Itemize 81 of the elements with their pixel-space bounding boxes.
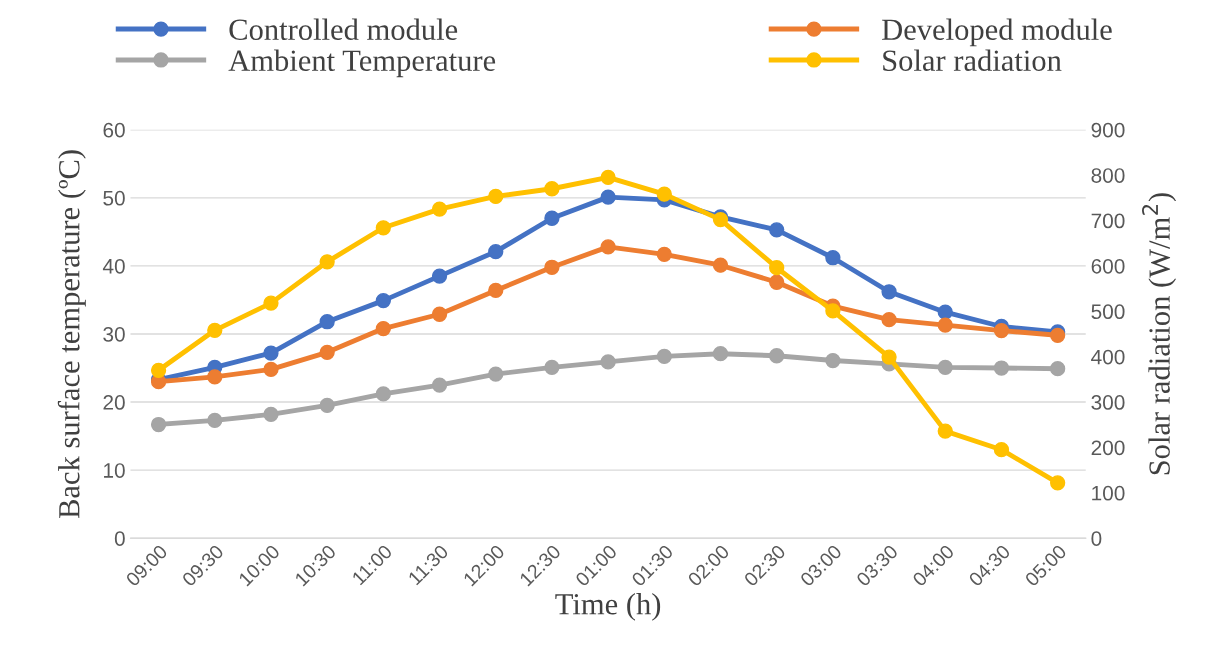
legend-label: Ambient Temperature <box>228 49 496 78</box>
y2-tick-label: 500 <box>1091 304 1125 320</box>
point <box>1050 475 1066 491</box>
y-tick-label: 50 <box>103 190 125 206</box>
point <box>544 181 560 197</box>
y2-tick-label: 600 <box>1091 258 1125 274</box>
point <box>375 320 391 337</box>
point <box>825 250 841 266</box>
point <box>600 169 616 186</box>
point <box>544 359 560 375</box>
y-tick-label: 0 <box>114 531 125 546</box>
point <box>263 361 279 378</box>
point <box>207 322 223 338</box>
point <box>431 268 448 284</box>
point <box>825 352 841 369</box>
point <box>825 303 841 319</box>
point <box>937 317 953 333</box>
point <box>207 369 223 385</box>
y-tick-label: 60 <box>103 122 125 138</box>
point <box>712 257 729 273</box>
point <box>319 314 335 330</box>
point <box>431 377 448 393</box>
point <box>150 362 167 378</box>
point <box>431 201 448 217</box>
point <box>488 282 504 299</box>
point <box>937 304 953 320</box>
point <box>769 260 785 276</box>
y-tick-label: 10 <box>104 463 125 478</box>
y2-tick-label: 900 <box>1091 122 1125 138</box>
point <box>263 295 279 311</box>
point <box>150 416 167 433</box>
y-tick-label: 30 <box>103 326 125 342</box>
point <box>769 348 785 364</box>
y2-tick-label: 100 <box>1092 485 1125 501</box>
point <box>544 259 560 275</box>
legend-label: Controlled module <box>229 18 458 41</box>
point <box>993 442 1010 458</box>
y2-tick-label: 700 <box>1091 213 1125 229</box>
point <box>375 220 391 236</box>
point <box>375 292 391 309</box>
point <box>600 354 616 370</box>
point <box>319 254 335 270</box>
x-axis-title: Time (h) <box>555 593 661 621</box>
point <box>881 312 897 328</box>
point <box>207 412 223 429</box>
point <box>263 345 279 361</box>
point <box>937 423 953 439</box>
point <box>375 386 391 402</box>
point <box>712 346 729 362</box>
point <box>263 406 279 422</box>
point <box>993 322 1010 339</box>
point <box>769 222 785 238</box>
point <box>1050 361 1066 377</box>
point <box>656 246 672 262</box>
y2-tick-label: 0 <box>1091 531 1102 546</box>
point <box>544 210 560 226</box>
point <box>488 188 504 205</box>
point <box>488 366 504 382</box>
y2-tick-label: 200 <box>1091 440 1125 456</box>
y-axis-title: Back surface temperature (ºC) <box>57 150 86 519</box>
y-tick-label: 40 <box>102 258 125 274</box>
point <box>319 344 335 360</box>
point <box>769 274 785 290</box>
legend-label: Solar radiation <box>883 49 1062 71</box>
legend-label: Developed module <box>882 18 1112 47</box>
y2-tick-label: 400 <box>1091 349 1125 365</box>
point <box>881 349 897 365</box>
y2-tick-label: 800 <box>1091 168 1125 183</box>
y-tick-label: 20 <box>103 395 125 410</box>
point <box>656 186 672 202</box>
y2-axis-title: Solar radiation (W/m$^{2}$) <box>1142 193 1177 475</box>
point <box>881 284 897 300</box>
point <box>319 397 335 414</box>
point <box>488 243 504 260</box>
point <box>600 239 616 255</box>
point <box>656 348 672 365</box>
point <box>993 360 1010 376</box>
point <box>431 306 448 322</box>
y2-tick-label: 300 <box>1091 395 1125 410</box>
point <box>600 189 616 205</box>
point <box>937 359 953 375</box>
